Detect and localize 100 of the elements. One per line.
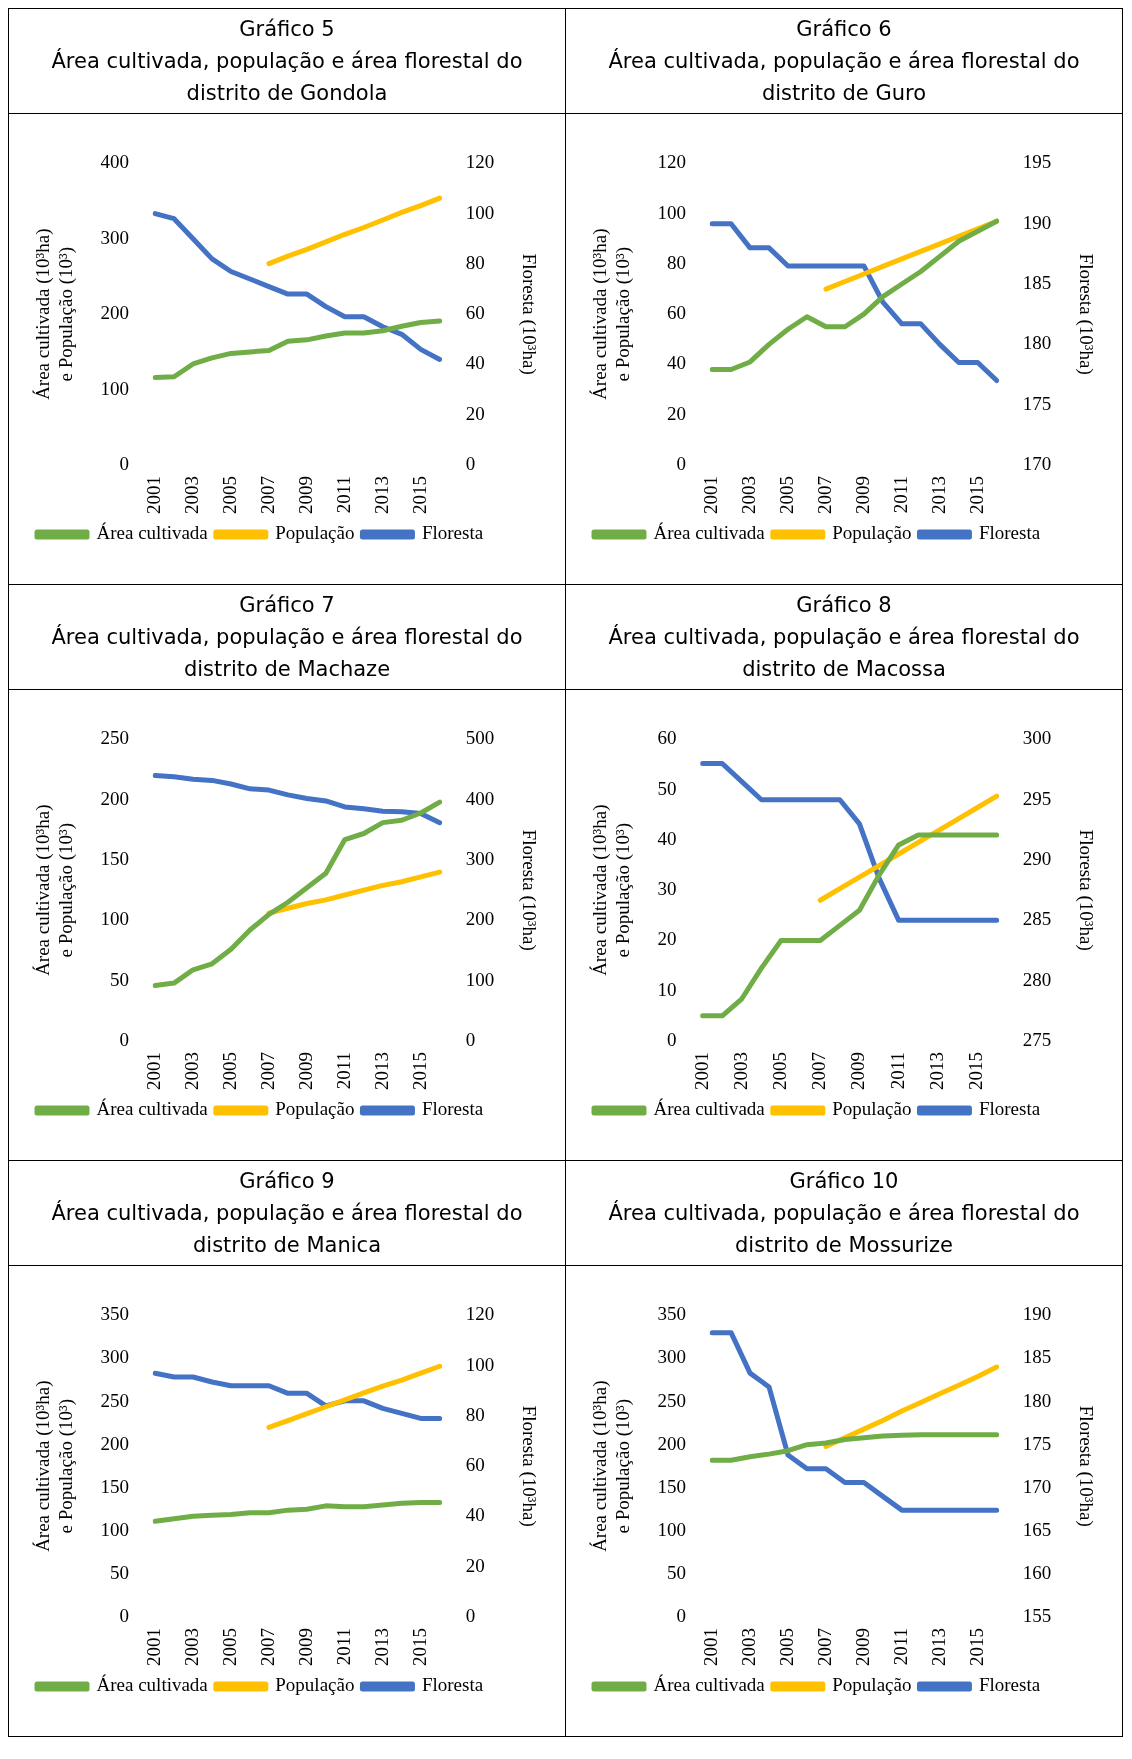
x-tick-label: 2015: [965, 1052, 987, 1090]
y2-tick-label: 180: [1022, 1389, 1052, 1411]
y2-tick-label: 155: [1022, 1604, 1052, 1626]
y2-tick-label: 190: [1022, 1303, 1052, 1325]
x-tick-label: 2007: [256, 1052, 278, 1090]
x-tick-label: 2011: [886, 1052, 908, 1090]
x-tick-label: 2011: [889, 476, 911, 514]
x-tick-label: 2009: [851, 1628, 873, 1666]
x-tick-label: 2003: [729, 1052, 751, 1090]
y-tick-label: 50: [110, 968, 130, 990]
x-tick-label: 2003: [181, 476, 203, 514]
x-tick-label: 2015: [965, 476, 987, 514]
y2-tick-label: 300: [1022, 727, 1052, 749]
y-axis-title: Área cultivada (10³ha) e População (10³): [32, 228, 78, 400]
y-tick-label: 300: [100, 226, 130, 248]
legend-label: Área cultivada: [96, 1098, 209, 1120]
y2-tick-label: 170: [1022, 452, 1052, 474]
x-tick-label: 2001: [690, 1052, 712, 1090]
chart-title: Gráfico 6: [795, 16, 893, 43]
x-tick-label: 2011: [332, 476, 354, 514]
y-tick-label: 250: [100, 727, 130, 749]
y2-tick-label: 275: [1022, 1028, 1052, 1050]
y2-tick-label: 165: [1022, 1518, 1052, 1540]
y-tick-label: 30: [657, 878, 677, 900]
y-tick-label: 0: [667, 1028, 677, 1050]
x-tick-label: 2011: [332, 1628, 354, 1666]
y-tick-label: 150: [100, 848, 130, 870]
chart-subtitle: Área cultivada, população e área florestal do distrito de Macossa: [607, 623, 1081, 683]
x-tick-label: 2013: [927, 1628, 949, 1666]
y-tick-label: 50: [657, 777, 677, 799]
legend-label: Floresta: [421, 1674, 484, 1696]
y2-tick-label: 60: [465, 1454, 485, 1476]
y-tick-label: 150: [657, 1475, 687, 1497]
x-tick-label: 2005: [775, 476, 797, 514]
x-tick-label: 2009: [294, 1628, 316, 1666]
y2-tick-label: 400: [465, 787, 495, 809]
y-tick-label: 50: [667, 1561, 687, 1583]
y-tick-label: 200: [657, 1432, 687, 1454]
legend-label: Área cultivada: [653, 522, 766, 544]
y2-tick-label: 60: [465, 302, 485, 324]
x-tick-label: 2009: [851, 476, 873, 514]
y-tick-label: 300: [100, 1346, 130, 1368]
y-tick-label: 50: [110, 1561, 130, 1583]
x-tick-label: 2007: [808, 1052, 830, 1090]
chart-subtitle: Área cultivada, população e área florestal do distrito de Machaze: [50, 623, 524, 683]
legend-label: População: [275, 1098, 355, 1120]
legend-label: Área cultivada: [96, 522, 209, 544]
y-axis-title: Área cultivada (10³ha) e População (10³): [589, 804, 635, 976]
y2-axis-title: Floresta (10³ha): [1074, 829, 1097, 951]
y-tick-label: 200: [100, 302, 130, 324]
x-tick-label: 2001: [143, 1628, 165, 1666]
legend-label: Área cultivada: [653, 1674, 766, 1696]
y-tick-label: 250: [100, 1389, 130, 1411]
y2-axis-title: Floresta (10³ha): [1074, 253, 1097, 375]
x-tick-label: 2013: [370, 1628, 392, 1666]
y-tick-label: 250: [657, 1389, 687, 1411]
x-tick-label: 2005: [218, 476, 240, 514]
y2-tick-label: 285: [1022, 908, 1052, 930]
y-tick-label: 350: [657, 1303, 687, 1325]
y2-tick-label: 185: [1022, 1346, 1052, 1368]
y2-tick-label: 175: [1022, 1432, 1052, 1454]
y2-tick-label: 20: [465, 402, 485, 424]
y2-tick-label: 20: [465, 1554, 485, 1576]
y-axis-title: Área cultivada (10³ha) e População (10³): [589, 228, 635, 400]
x-tick-label: 2015: [408, 1052, 430, 1090]
y2-tick-label: 180: [1022, 332, 1052, 354]
chart-title: Gráfico 8: [795, 592, 893, 619]
x-tick-label: 2009: [294, 476, 316, 514]
x-tick-label: 2007: [256, 476, 278, 514]
legend-label: Floresta: [978, 1098, 1041, 1120]
y-tick-label: 20: [667, 402, 687, 424]
x-tick-label: 2001: [143, 1052, 165, 1090]
y-tick-label: 100: [657, 201, 687, 223]
y2-tick-label: 0: [465, 1604, 476, 1626]
x-tick-label: 2015: [965, 1628, 987, 1666]
y2-tick-label: 40: [465, 352, 485, 374]
y-tick-label: 60: [657, 727, 677, 749]
x-tick-label: 2013: [370, 476, 392, 514]
y-tick-label: 100: [100, 377, 130, 399]
x-tick-label: 2007: [813, 476, 835, 514]
x-tick-label: 2005: [775, 1628, 797, 1666]
legend-label: População: [832, 522, 912, 544]
x-tick-label: 2005: [769, 1052, 791, 1090]
y2-axis-title: Floresta (10³ha): [517, 1405, 540, 1527]
x-tick-label: 2009: [294, 1052, 316, 1090]
y2-tick-label: 500: [465, 727, 495, 749]
chart-title: Gráfico 7: [238, 592, 336, 619]
y-tick-label: 0: [119, 1028, 130, 1050]
y2-axis-title: Floresta (10³ha): [517, 829, 540, 951]
y-tick-label: 10: [657, 978, 677, 1000]
y2-tick-label: 290: [1022, 848, 1052, 870]
y-tick-label: 100: [100, 1518, 130, 1540]
y-tick-label: 0: [676, 1604, 687, 1626]
chart-title: Gráfico 10: [788, 1168, 900, 1195]
x-tick-label: 2013: [370, 1052, 392, 1090]
y2-tick-label: 295: [1022, 787, 1052, 809]
y-tick-label: 100: [100, 908, 130, 930]
x-tick-label: 2001: [700, 1628, 722, 1666]
y2-tick-label: 170: [1022, 1475, 1052, 1497]
y2-tick-label: 0: [465, 452, 476, 474]
